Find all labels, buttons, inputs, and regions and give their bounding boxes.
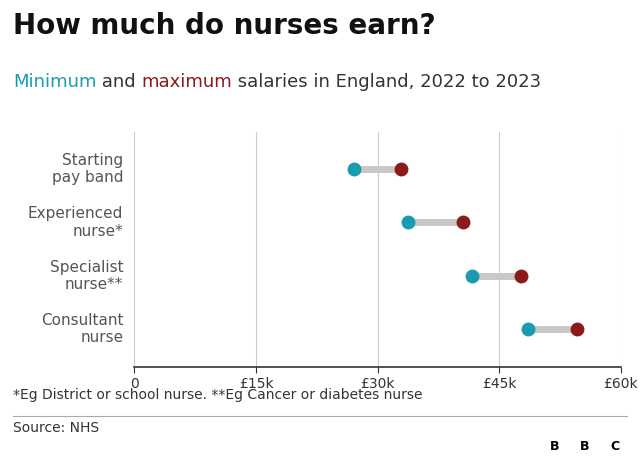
- Point: [349, 165, 359, 173]
- Text: and: and: [96, 73, 141, 91]
- FancyBboxPatch shape: [602, 432, 627, 462]
- FancyBboxPatch shape: [572, 432, 597, 462]
- Text: How much do nurses earn?: How much do nurses earn?: [13, 12, 435, 40]
- Text: C: C: [610, 440, 619, 453]
- FancyBboxPatch shape: [543, 432, 567, 462]
- Point: [467, 272, 477, 280]
- Text: Minimum: Minimum: [13, 73, 96, 91]
- Point: [523, 325, 533, 333]
- Point: [458, 219, 468, 226]
- Text: maximum: maximum: [141, 73, 232, 91]
- Point: [403, 219, 413, 226]
- Point: [572, 325, 582, 333]
- Point: [516, 272, 526, 280]
- Text: B: B: [580, 440, 589, 453]
- Text: salaries in England, 2022 to 2023: salaries in England, 2022 to 2023: [232, 73, 541, 91]
- Point: [396, 165, 406, 173]
- Text: *Eg District or school nurse. **Eg Cancer or diabetes nurse: *Eg District or school nurse. **Eg Cance…: [13, 388, 422, 402]
- Text: B: B: [550, 440, 559, 453]
- Text: Source: NHS: Source: NHS: [13, 421, 99, 435]
